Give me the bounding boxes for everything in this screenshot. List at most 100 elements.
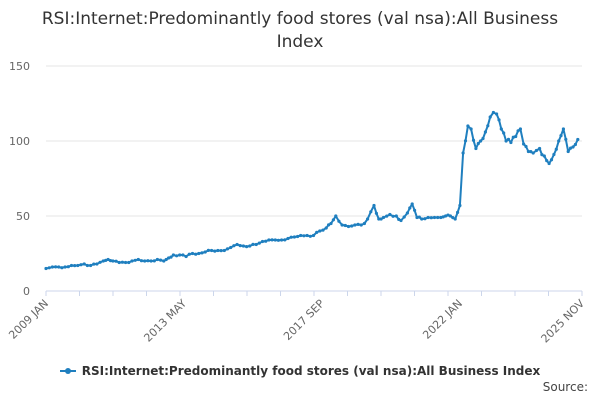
data-point[interactable] [143, 259, 147, 263]
data-point[interactable] [481, 136, 485, 141]
data-point[interactable] [408, 206, 412, 210]
data-point[interactable] [194, 252, 198, 256]
data-point[interactable] [423, 217, 427, 221]
data-point[interactable] [327, 223, 331, 227]
data-point[interactable] [89, 263, 93, 268]
data-point[interactable] [127, 260, 131, 265]
data-point[interactable] [92, 262, 96, 266]
data-point[interactable] [402, 215, 406, 219]
data-point[interactable] [216, 248, 220, 253]
data-point[interactable] [159, 258, 163, 262]
legend[interactable]: RSI:Internet:Predominantly food stores (… [0, 364, 600, 379]
data-point[interactable] [267, 238, 271, 242]
data-point[interactable] [458, 203, 462, 208]
data-point[interactable] [426, 215, 430, 220]
data-point[interactable] [391, 214, 395, 218]
data-point[interactable] [175, 254, 179, 258]
data-point[interactable] [456, 210, 460, 214]
data-point[interactable] [232, 244, 236, 248]
data-point[interactable] [547, 161, 551, 166]
data-point[interactable] [471, 138, 476, 142]
data-point[interactable] [545, 159, 549, 163]
data-point[interactable] [60, 266, 64, 270]
data-point[interactable] [178, 253, 182, 257]
data-point[interactable] [394, 214, 398, 218]
data-point[interactable] [405, 211, 409, 215]
data-point[interactable] [451, 216, 455, 220]
data-point[interactable] [526, 149, 531, 154]
data-point[interactable] [413, 208, 417, 212]
data-point[interactable] [203, 250, 207, 254]
data-point[interactable] [171, 253, 175, 257]
data-point[interactable] [108, 259, 113, 263]
data-point[interactable] [273, 238, 277, 242]
data-point[interactable] [260, 239, 265, 244]
data-point[interactable] [388, 212, 392, 217]
data-point[interactable] [95, 262, 99, 266]
data-point[interactable] [106, 257, 110, 262]
data-point[interactable] [251, 242, 255, 246]
data-point[interactable] [47, 266, 51, 270]
data-point[interactable] [213, 249, 217, 253]
data-point[interactable] [283, 238, 287, 242]
data-point[interactable] [270, 238, 274, 242]
data-point[interactable] [432, 215, 437, 220]
data-point[interactable] [69, 263, 74, 268]
data-point[interactable] [511, 135, 515, 139]
data-point[interactable] [229, 245, 233, 250]
data-point[interactable] [446, 213, 450, 217]
data-point[interactable] [486, 124, 490, 128]
data-point[interactable] [167, 256, 171, 260]
data-point[interactable] [225, 247, 230, 251]
data-point[interactable] [410, 202, 414, 206]
data-point[interactable] [139, 259, 144, 263]
data-point[interactable] [286, 236, 290, 241]
data-point[interactable] [366, 217, 370, 221]
series-line[interactable] [45, 111, 579, 270]
data-point[interactable] [44, 266, 48, 271]
data-point[interactable] [54, 265, 58, 269]
data-point[interactable] [417, 215, 421, 219]
data-point[interactable] [557, 139, 561, 143]
data-point[interactable] [359, 223, 363, 227]
data-point[interactable] [429, 216, 433, 220]
data-point[interactable] [254, 242, 258, 247]
data-point[interactable] [463, 139, 468, 143]
data-point[interactable] [576, 137, 580, 142]
data-point[interactable] [529, 150, 533, 154]
data-point[interactable] [483, 130, 487, 134]
data-point[interactable] [206, 248, 210, 252]
data-point[interactable] [63, 265, 67, 269]
data-point[interactable] [564, 137, 568, 141]
data-point[interactable] [302, 234, 306, 238]
data-point[interactable] [573, 142, 578, 147]
data-point[interactable] [385, 214, 389, 218]
data-point[interactable] [248, 244, 252, 248]
data-point[interactable] [441, 215, 445, 219]
data-point[interactable] [200, 251, 204, 255]
data-point[interactable] [241, 244, 245, 248]
data-point[interactable] [280, 238, 284, 242]
data-point[interactable] [169, 255, 173, 259]
data-point[interactable] [98, 260, 102, 264]
data-point[interactable] [356, 222, 360, 226]
data-point[interactable] [235, 242, 239, 247]
data-point[interactable] [571, 145, 575, 149]
data-point[interactable] [353, 223, 357, 227]
data-point[interactable] [379, 217, 383, 221]
data-point[interactable] [257, 241, 261, 245]
data-point[interactable] [238, 244, 242, 248]
data-point[interactable] [264, 239, 268, 243]
data-point[interactable] [50, 265, 55, 269]
data-point[interactable] [149, 259, 153, 263]
data-point[interactable] [155, 257, 159, 262]
data-point[interactable] [502, 131, 506, 135]
data-point[interactable] [474, 146, 478, 151]
data-point[interactable] [104, 258, 108, 262]
data-point[interactable] [549, 158, 554, 162]
data-point[interactable] [372, 203, 376, 208]
data-point[interactable] [197, 251, 201, 256]
data-point[interactable] [444, 214, 448, 218]
data-point[interactable] [57, 265, 61, 269]
data-point[interactable] [504, 139, 508, 143]
